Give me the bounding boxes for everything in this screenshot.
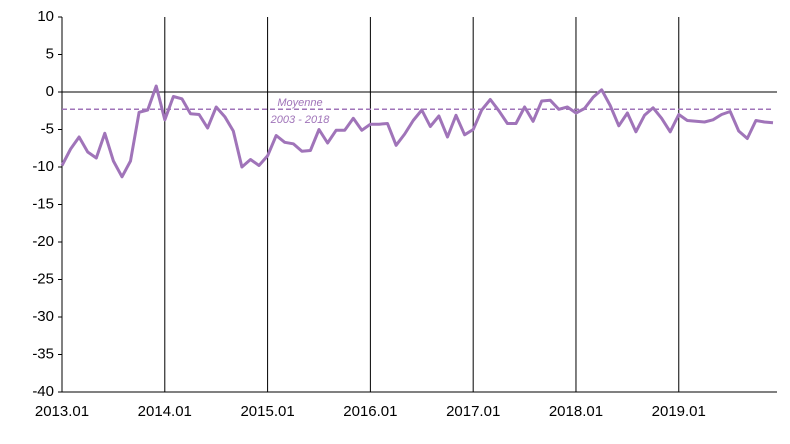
y-tick-label: -15	[32, 195, 54, 212]
reference-label: 2003 - 2018	[270, 114, 331, 126]
x-tick-label: 2013.01	[35, 403, 89, 420]
y-tick-label: -30	[32, 308, 54, 325]
data-line	[60, 84, 774, 179]
y-tick-label: -40	[32, 383, 54, 400]
reference-label: Moyenne	[277, 97, 322, 109]
x-tick-label: 2014.01	[138, 403, 192, 420]
x-tick-label: 2016.01	[343, 403, 397, 420]
y-tick-label: -10	[32, 158, 54, 175]
x-tick-label: 2018.01	[549, 403, 603, 420]
y-tick-label: -25	[32, 270, 54, 287]
y-tick-label: -35	[32, 345, 54, 362]
x-tick-label: 2017.01	[446, 403, 500, 420]
x-tick-label: 2015.01	[240, 403, 294, 420]
y-tick-label: 10	[37, 8, 54, 25]
y-tick-label: 0	[46, 83, 54, 100]
y-tick-label: -5	[41, 120, 54, 137]
y-tick-label: -20	[32, 233, 54, 250]
x-tick-label: 2019.01	[652, 403, 706, 420]
y-tick-label: 5	[46, 45, 54, 62]
